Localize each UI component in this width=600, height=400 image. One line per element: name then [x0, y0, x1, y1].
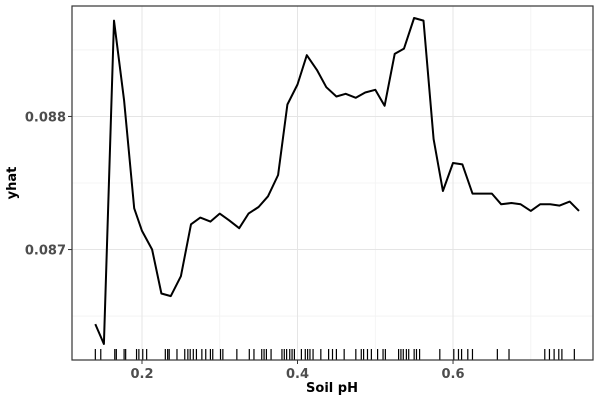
series-line [94, 17, 580, 345]
plot-border [71, 5, 594, 361]
x-tick-label: 0.2 [130, 367, 153, 382]
grid-lines [72, 6, 593, 360]
x-tick-label: 0.6 [442, 367, 465, 382]
x-axis-ticks: 0.2 0.4 0.6 [130, 360, 465, 382]
x-axis-title: Soil pH [306, 381, 358, 396]
y-tick-label: 0.087 [25, 244, 66, 259]
y-tick-label: 0.088 [25, 110, 66, 125]
y-axis-title: yhat [5, 167, 20, 200]
rug-marks [94, 349, 575, 360]
x-tick-label: 0.4 [286, 367, 309, 382]
y-axis-ticks: 0.087 0.088 [25, 110, 72, 259]
